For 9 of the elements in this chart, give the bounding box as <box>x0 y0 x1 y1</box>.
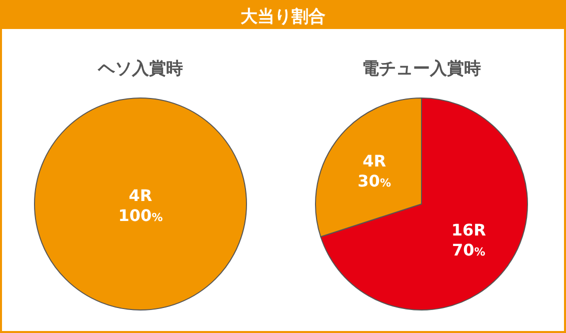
data-label: 70% <box>452 240 486 260</box>
slice-label: 4R <box>128 186 152 205</box>
slice-label: 4R <box>362 152 386 171</box>
text: 大当り割合 <box>240 7 326 27</box>
chart-title: ヘソ入賞時 <box>97 59 183 79</box>
data-label: 100% <box>118 206 163 225</box>
data-label: 30% <box>358 172 391 191</box>
slice-label: 16R <box>451 220 486 240</box>
chart-title: 電チュー入賞時 <box>362 59 481 79</box>
